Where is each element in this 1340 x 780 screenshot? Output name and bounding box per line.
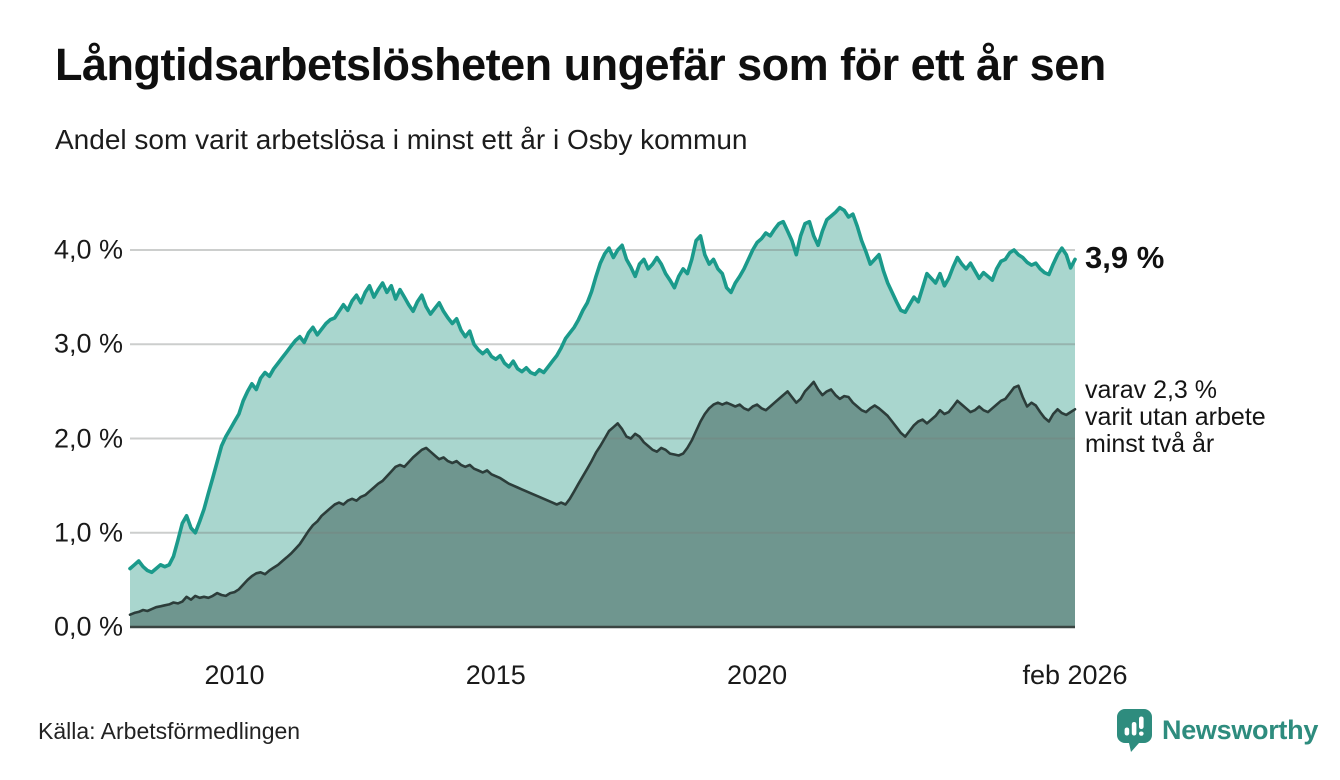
source-caption: Källa: Arbetsförmedlingen — [38, 718, 301, 744]
y-tick-label-2: 2,0 % — [53, 423, 123, 453]
x-tick-label-3: feb 2026 — [1022, 660, 1128, 690]
newsworthy-brand: Newsworthy — [1116, 708, 1318, 752]
line-series-2 — [128, 380, 1077, 616]
area-series-2 — [130, 381, 1075, 627]
page-subtitle: Andel som varit arbetslösa i minst ett å… — [55, 124, 748, 155]
series2-end-value-label: varav 2,3 % varit utan arbete minst två … — [1085, 376, 1266, 458]
x-tick-label-0: 2010 — [204, 660, 265, 690]
y-tick-label-0: 0,0 % — [53, 611, 123, 642]
x-tick-label-2: 2020 — [727, 660, 788, 690]
y-tick-label-1: 1,0 % — [53, 517, 123, 548]
x-tick-label-1: 2015 — [465, 660, 526, 690]
newsworthy-logo-icon — [1116, 708, 1153, 752]
line-series-1 — [128, 205, 1077, 575]
y-tick-label-4: 4,0 % — [53, 234, 123, 265]
series1-end-value-label: 3,9 % — [1085, 240, 1165, 275]
page-title: Långtidsarbetslösheten ungefär som för e… — [55, 39, 1106, 90]
newsworthy-logo-text: Newsworthy — [1162, 714, 1319, 745]
y-tick-label-3: 3,0 % — [53, 328, 123, 359]
